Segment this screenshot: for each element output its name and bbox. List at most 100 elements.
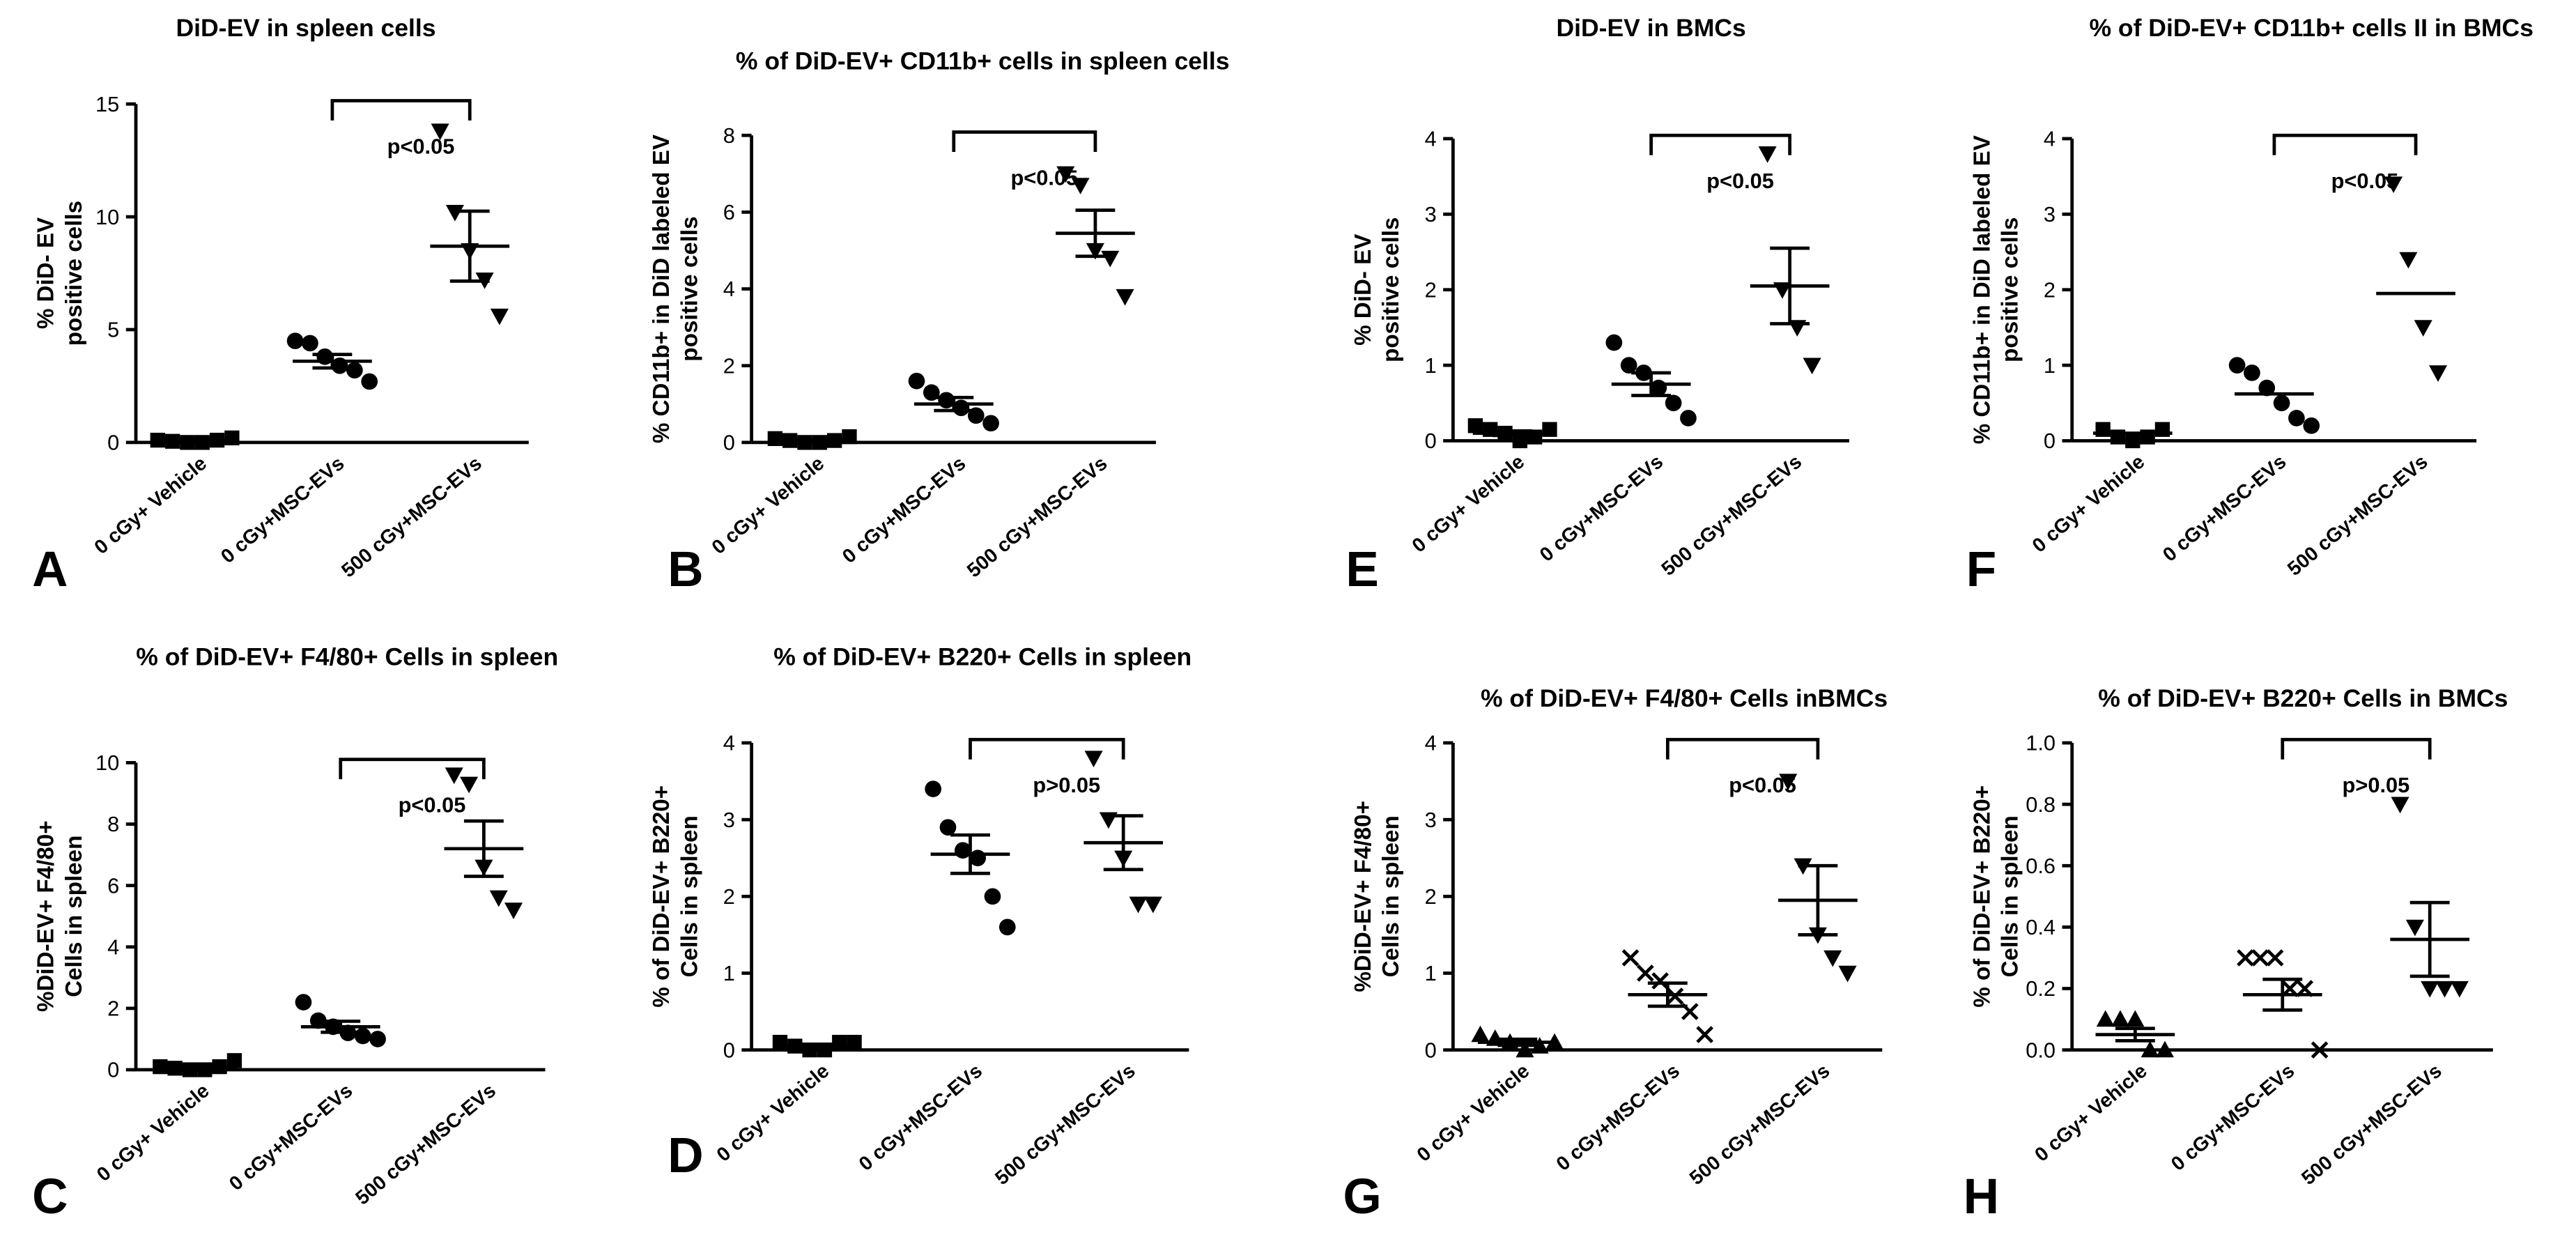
panel-title: % of DiD-EV+ F4/80+ Cells in spleen (136, 643, 558, 671)
point (361, 373, 378, 390)
point (2421, 981, 2439, 998)
y-axis-label: % DiD- EV (33, 217, 59, 329)
point (2414, 320, 2432, 337)
panel: DiD-EV in BMCs E % DiD- EV positive cells 0 1… (1345, 14, 1849, 597)
x-tick-label: 500 cGy+MSC-EVs (2297, 1060, 2446, 1190)
annotation: p<0.05 (2331, 169, 2399, 193)
x-tick-label: 0 cGy+MSC-EVs (838, 452, 970, 568)
error-bar (1770, 246, 1810, 325)
error-bar (2262, 977, 2303, 1012)
y-tick-label: 4 (1425, 127, 1437, 151)
point (2273, 394, 2290, 412)
error-bar (797, 1043, 838, 1050)
x-tick-label: 0 cGy+MSC-EVs (1536, 451, 1667, 567)
error-bar (1798, 863, 1838, 937)
y-tick-label: 0.8 (2026, 792, 2056, 817)
point (1084, 751, 1103, 768)
y-tick-label: 1 (723, 961, 735, 985)
point (1143, 896, 1162, 914)
x-tick-label: 0 cGy+MSC-EVs (217, 452, 348, 568)
panel-title: % of DiD-EV+ F4/80+ Cells inBMCs (1481, 684, 1888, 712)
annotation: p<0.05 (1729, 773, 1796, 797)
x-tick-label: 0 cGy+MSC-EVs (2167, 1060, 2299, 1176)
y-tick-label: 0.2 (2026, 976, 2056, 1001)
x-tick-label: 0 cGy+ Vehicle (708, 452, 829, 559)
point (2096, 1010, 2115, 1027)
y-tick-label: 0 (107, 431, 119, 455)
point (2311, 1041, 2329, 1059)
panel-title: DiD-EV in spleen cells (176, 14, 435, 42)
point (2288, 410, 2305, 426)
point (2450, 981, 2469, 998)
significance-bracket (1665, 737, 1820, 760)
x-tick-label: 500 cGy+MSC-EVs (2283, 451, 2432, 581)
panel: % of DiD-EV+ B220+ Cells in BMCs H % of Di… (1964, 684, 2508, 1224)
y-tick-label: 6 (107, 873, 119, 898)
y-tick-label: 4 (2044, 127, 2056, 151)
panel-letter: G (1343, 1169, 1381, 1224)
point (2435, 981, 2454, 998)
point (2141, 1040, 2159, 1058)
point (2391, 797, 2409, 814)
point (1071, 178, 1090, 194)
x-tick-label: 500 cGy+MSC-EVs (1658, 451, 1806, 581)
y-tick-label: 6 (723, 200, 735, 224)
significance-bracket (2281, 737, 2432, 760)
y-axis-label: positive cells (1378, 217, 1404, 362)
point (504, 902, 523, 919)
point (998, 918, 1016, 936)
point (1651, 972, 1669, 990)
panel: % of DiD-EV+ B220+ Cells in spleen D % of … (649, 643, 1191, 1190)
error-bar (1647, 981, 1688, 1008)
point (1838, 965, 1857, 983)
point (445, 767, 463, 785)
significance-bracket (952, 130, 1097, 152)
y-axis-label: %DiD-EV+ F4/80+ (33, 820, 59, 1012)
x-tick-label: 0 cGy+ Vehicle (1408, 451, 1529, 558)
point (2244, 364, 2260, 381)
point (939, 819, 957, 836)
panel-letter: F (1966, 542, 1996, 597)
x-tick-label: 500 cGy+MSC-EVs (1686, 1060, 1834, 1190)
point (302, 335, 318, 352)
x-tick-label: 0 cGy+ Vehicle (2028, 451, 2150, 558)
x-tick-label: 0 cGy+MSC-EVs (1552, 1060, 1684, 1176)
y-tick-label: 0.0 (2026, 1038, 2056, 1062)
annotation: p<0.05 (399, 793, 466, 817)
y-tick-label: 1 (2044, 353, 2056, 378)
y-axis-label: % of DiD-EV+ B220+ (1969, 785, 1995, 1008)
x-tick-label: 500 cGy+MSC-EVs (337, 452, 486, 582)
panel-letter: D (668, 1128, 703, 1183)
y-tick-label: 0 (723, 431, 735, 455)
panel: % of DiD-EV+ CD11b+ cells II in BMCs F % C… (1966, 14, 2533, 597)
y-axis-label: % CD11b+ in DiD labeled EV (1969, 135, 1995, 444)
y-tick-label: 3 (1425, 202, 1437, 226)
error-bar (1493, 429, 1533, 438)
significance-bracket (339, 758, 486, 780)
y-axis-label: Cells in spleen (1378, 815, 1404, 977)
point (2251, 949, 2269, 967)
error-bar (463, 819, 504, 878)
panel-letter: B (668, 542, 703, 597)
point (925, 781, 942, 797)
y-tick-label: 0 (2044, 429, 2056, 453)
y-tick-label: 0 (723, 1038, 735, 1062)
point (1620, 357, 1637, 374)
error-bar (950, 833, 990, 875)
point (1803, 358, 1821, 375)
point (2258, 379, 2276, 397)
y-axis-label: positive cells (1998, 217, 2023, 362)
error-bar (1075, 208, 1116, 259)
point (226, 1053, 242, 1068)
y-tick-label: 2 (2044, 277, 2056, 302)
y-axis-label: positive cells (61, 201, 87, 346)
y-tick-label: 3 (1425, 808, 1437, 832)
point (2155, 1040, 2175, 1058)
y-axis-label: % CD11b+ in DiD labeled EV (649, 134, 674, 443)
y-axis-label: % DiD- EV (1350, 234, 1376, 346)
point (490, 308, 509, 325)
point (309, 1012, 327, 1029)
y-tick-label: 4 (1425, 731, 1437, 755)
panel-letter: C (32, 1169, 68, 1224)
point (2399, 252, 2418, 269)
